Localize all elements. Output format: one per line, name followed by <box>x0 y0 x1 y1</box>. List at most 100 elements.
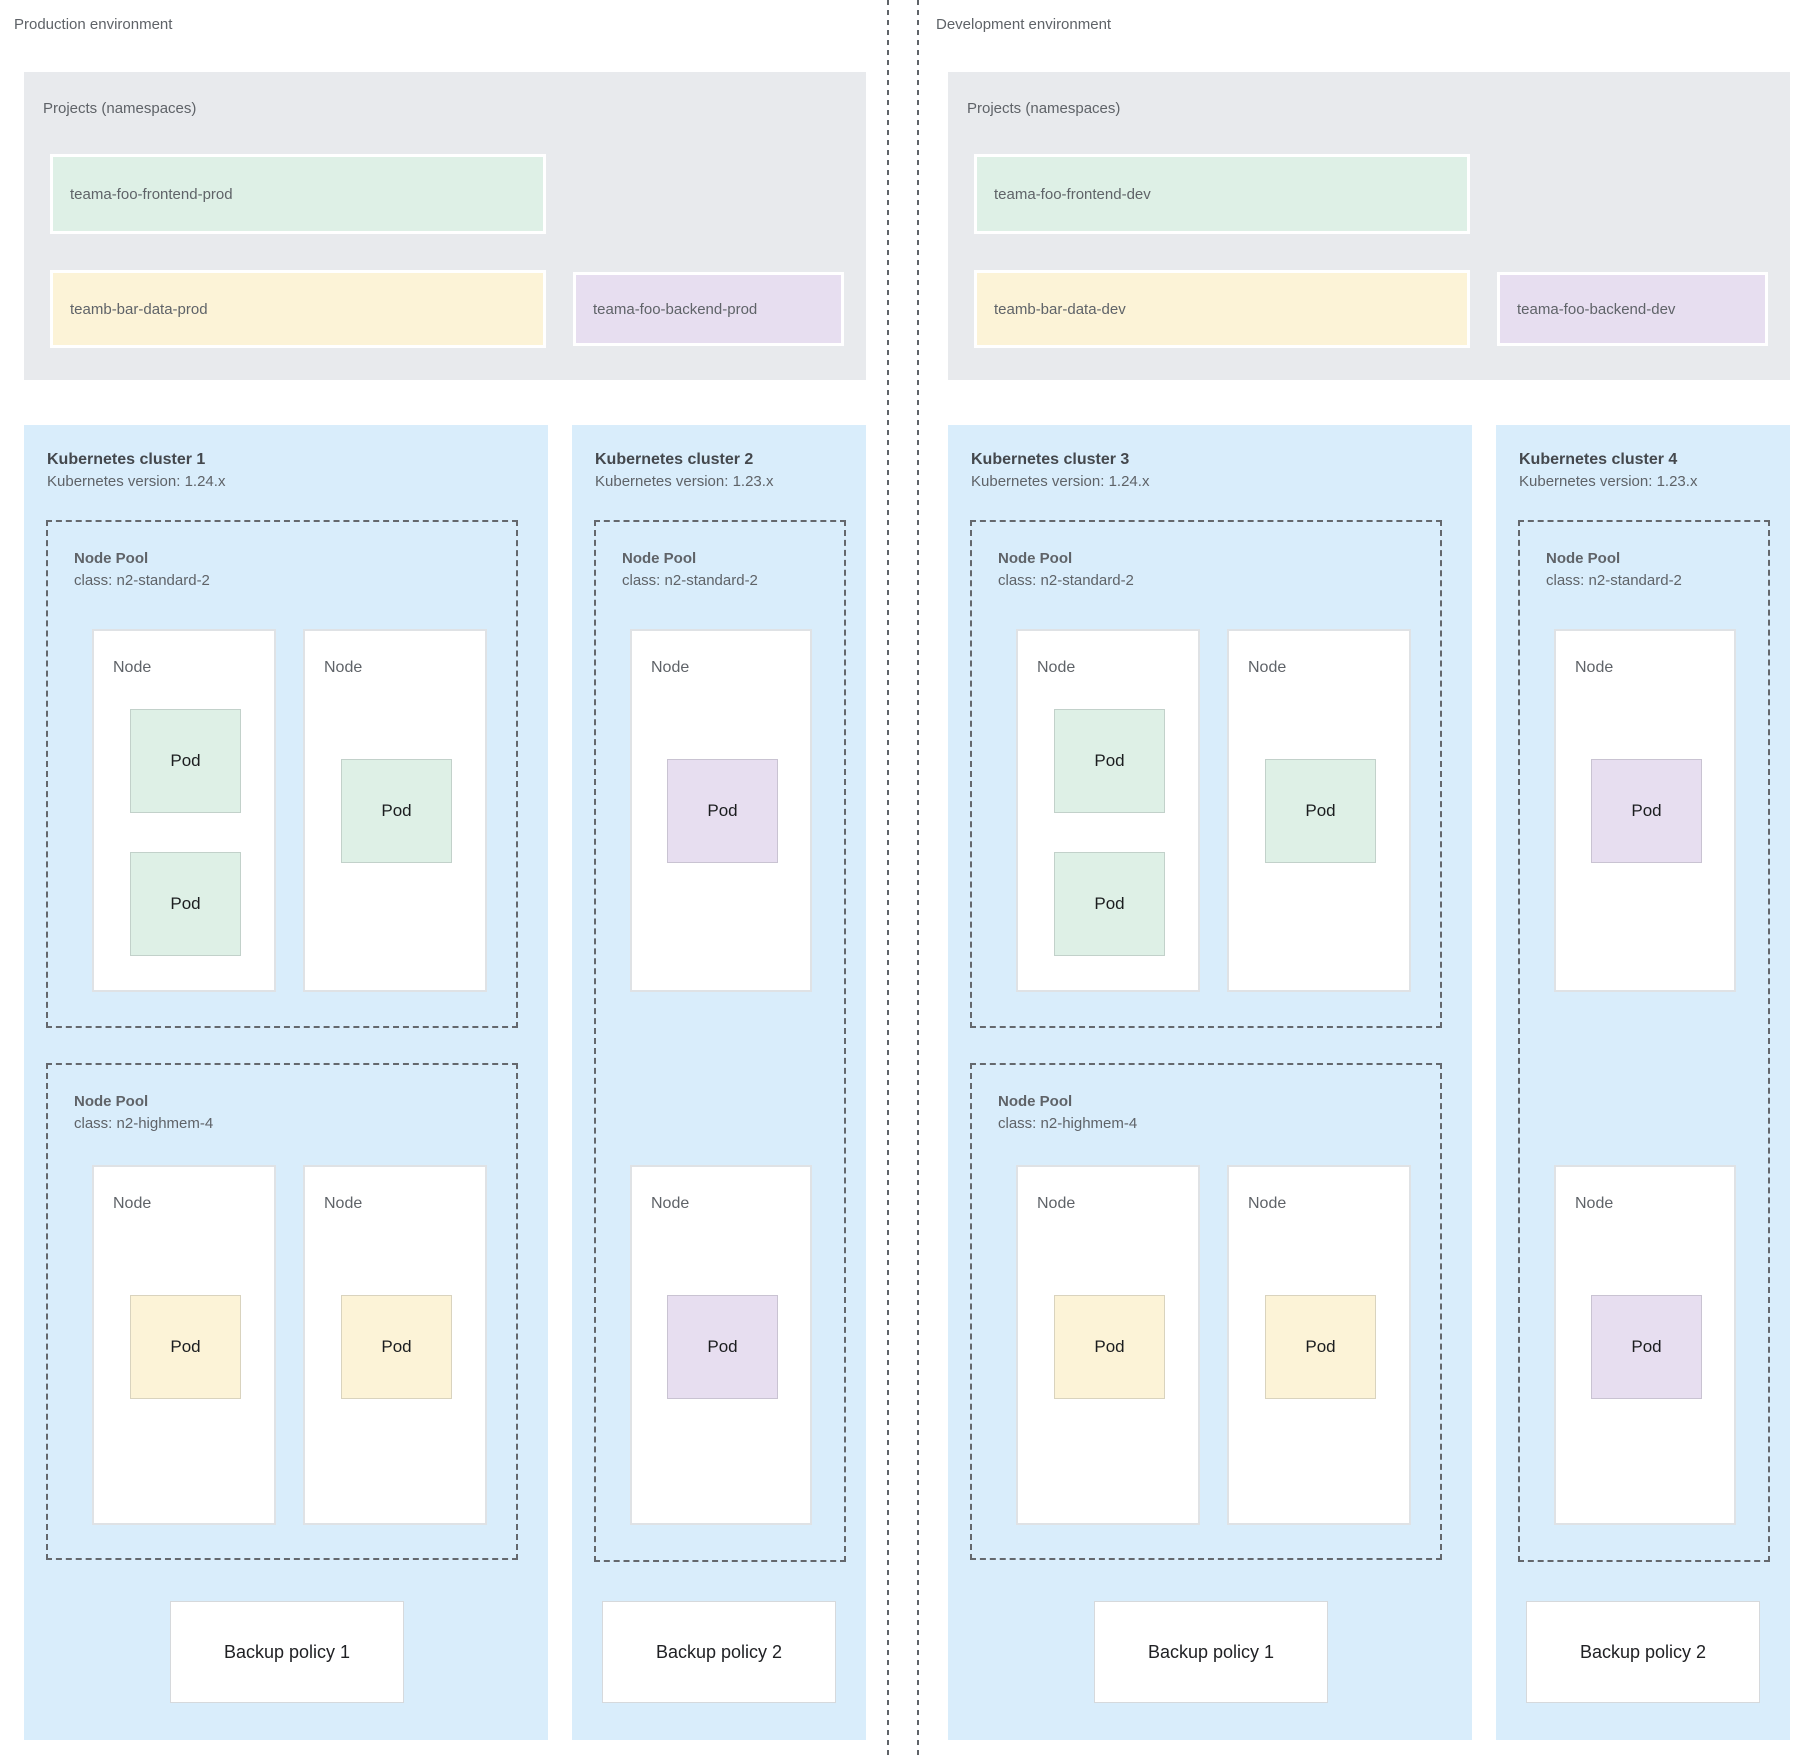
node: Node Pod Pod <box>92 629 276 992</box>
node-pool-highmem: Node Pool class: n2-highmem-4 Node Pod N… <box>970 1063 1442 1560</box>
node-label: Node <box>651 659 690 676</box>
node-pool-title: Node Pool <box>1546 550 1621 567</box>
cluster-version: Kubernetes version: 1.23.x <box>595 473 774 490</box>
node-pool-class: class: n2-highmem-4 <box>998 1115 1138 1132</box>
namespace-label: teama-foo-backend-dev <box>1517 300 1676 318</box>
node-pool-header: Node Pool class: n2-standard-2 <box>622 548 758 592</box>
namespace-chip-data-dev: teamb-bar-data-dev <box>974 270 1470 348</box>
node-label: Node <box>1037 1195 1076 1212</box>
node: Node Pod <box>1227 1165 1411 1525</box>
backup-policy-2: Backup policy 2 <box>602 1601 836 1703</box>
projects-title: Projects (namespaces) <box>43 100 197 117</box>
pod: Pod <box>1265 759 1376 863</box>
node-label: Node <box>651 1195 690 1212</box>
node-pool-class: class: n2-standard-2 <box>622 572 758 589</box>
pod: Pod <box>1591 1295 1702 1399</box>
node: Node Pod <box>1016 1165 1200 1525</box>
kubernetes-cluster-1: Kubernetes cluster 1 Kubernetes version:… <box>24 425 548 1740</box>
node-label: Node <box>324 659 363 676</box>
node: Node Pod <box>1227 629 1411 992</box>
node-label: Node <box>113 1195 152 1212</box>
node-pool-standard: Node Pool class: n2-standard-2 Node Pod … <box>970 520 1442 1028</box>
node-label: Node <box>113 659 152 676</box>
projects-namespaces-box-dev: Projects (namespaces) teama-foo-frontend… <box>948 72 1790 380</box>
namespace-chip-data-prod: teamb-bar-data-prod <box>50 270 546 348</box>
namespace-label: teama-foo-frontend-dev <box>994 185 1151 203</box>
pod: Pod <box>341 759 452 863</box>
node-pool-header: Node Pool class: n2-standard-2 <box>1546 548 1682 592</box>
cluster-version: Kubernetes version: 1.23.x <box>1519 473 1698 490</box>
kubernetes-cluster-3: Kubernetes cluster 3 Kubernetes version:… <box>948 425 1472 1740</box>
pod: Pod <box>1591 759 1702 863</box>
node-label: Node <box>1037 659 1076 676</box>
namespace-chip-frontend-dev: teama-foo-frontend-dev <box>974 154 1470 234</box>
cluster-title: Kubernetes cluster 3 <box>971 451 1130 468</box>
cluster-header: Kubernetes cluster 2 Kubernetes version:… <box>595 449 773 493</box>
node-label: Node <box>1248 1195 1287 1212</box>
projects-title: Projects (namespaces) <box>967 100 1121 117</box>
pod: Pod <box>667 1295 778 1399</box>
namespace-chip-backend-dev: teama-foo-backend-dev <box>1497 272 1768 346</box>
node-pool-header: Node Pool class: n2-highmem-4 <box>998 1091 1137 1135</box>
namespace-chip-backend-prod: teama-foo-backend-prod <box>573 272 844 346</box>
pod: Pod <box>1265 1295 1376 1399</box>
development-environment-label: Development environment <box>936 16 1112 33</box>
node-pool-class: class: n2-standard-2 <box>998 572 1134 589</box>
cluster-header: Kubernetes cluster 3 Kubernetes version:… <box>971 449 1149 493</box>
cluster-header: Kubernetes cluster 4 Kubernetes version:… <box>1519 449 1697 493</box>
pod: Pod <box>130 852 241 956</box>
node-pool-title: Node Pool <box>998 1093 1073 1110</box>
node-pool-header: Node Pool class: n2-standard-2 <box>74 548 210 592</box>
pod: Pod <box>667 759 778 863</box>
node: Node Pod <box>1554 1165 1736 1525</box>
projects-namespaces-box-prod: Projects (namespaces) teama-foo-frontend… <box>24 72 866 380</box>
namespace-label: teamb-bar-data-prod <box>70 300 208 318</box>
cluster-title: Kubernetes cluster 2 <box>595 451 754 468</box>
backup-policy-1: Backup policy 1 <box>1094 1601 1328 1703</box>
node: Node Pod <box>92 1165 276 1525</box>
pod: Pod <box>130 709 241 813</box>
namespace-chip-frontend-prod: teama-foo-frontend-prod <box>50 154 546 234</box>
pod: Pod <box>1054 852 1165 956</box>
pod: Pod <box>1054 709 1165 813</box>
cluster-version: Kubernetes version: 1.24.x <box>47 473 226 490</box>
production-environment-label: Production environment <box>14 16 173 33</box>
node-pool-class: class: n2-standard-2 <box>1546 572 1682 589</box>
node: Node Pod <box>303 1165 487 1525</box>
node-pool-standard: Node Pool class: n2-standard-2 Node Pod … <box>594 520 846 1562</box>
node-pool-title: Node Pool <box>998 550 1073 567</box>
node-pool-header: Node Pool class: n2-standard-2 <box>998 548 1134 592</box>
kubernetes-cluster-4: Kubernetes cluster 4 Kubernetes version:… <box>1496 425 1790 1740</box>
cluster-version: Kubernetes version: 1.24.x <box>971 473 1150 490</box>
namespace-label: teama-foo-backend-prod <box>593 300 758 318</box>
node-label: Node <box>324 1195 363 1212</box>
node: Node Pod <box>630 1165 812 1525</box>
cluster-header: Kubernetes cluster 1 Kubernetes version:… <box>47 449 225 493</box>
pod: Pod <box>1054 1295 1165 1399</box>
pod: Pod <box>130 1295 241 1399</box>
backup-policy-1: Backup policy 1 <box>170 1601 404 1703</box>
node-pool-header: Node Pool class: n2-highmem-4 <box>74 1091 213 1135</box>
node-label: Node <box>1575 1195 1614 1212</box>
namespace-label: teama-foo-frontend-prod <box>70 185 233 203</box>
node-pool-title: Node Pool <box>74 1093 149 1110</box>
node: Node Pod Pod <box>1016 629 1200 992</box>
node: Node Pod <box>303 629 487 992</box>
cluster-title: Kubernetes cluster 1 <box>47 451 206 468</box>
node: Node Pod <box>1554 629 1736 992</box>
node-pool-class: class: n2-standard-2 <box>74 572 210 589</box>
node-label: Node <box>1248 659 1287 676</box>
node-pool-standard: Node Pool class: n2-standard-2 Node Pod … <box>1518 520 1770 1562</box>
namespace-label: teamb-bar-data-dev <box>994 300 1126 318</box>
node-pool-class: class: n2-highmem-4 <box>74 1115 214 1132</box>
environment-divider-line-right <box>917 0 919 1760</box>
node-pool-title: Node Pool <box>74 550 149 567</box>
environment-divider-line-left <box>887 0 889 1760</box>
backup-policy-2: Backup policy 2 <box>1526 1601 1760 1703</box>
pod: Pod <box>341 1295 452 1399</box>
node-pool-title: Node Pool <box>622 550 697 567</box>
node-pool-highmem: Node Pool class: n2-highmem-4 Node Pod N… <box>46 1063 518 1560</box>
node: Node Pod <box>630 629 812 992</box>
node-label: Node <box>1575 659 1614 676</box>
